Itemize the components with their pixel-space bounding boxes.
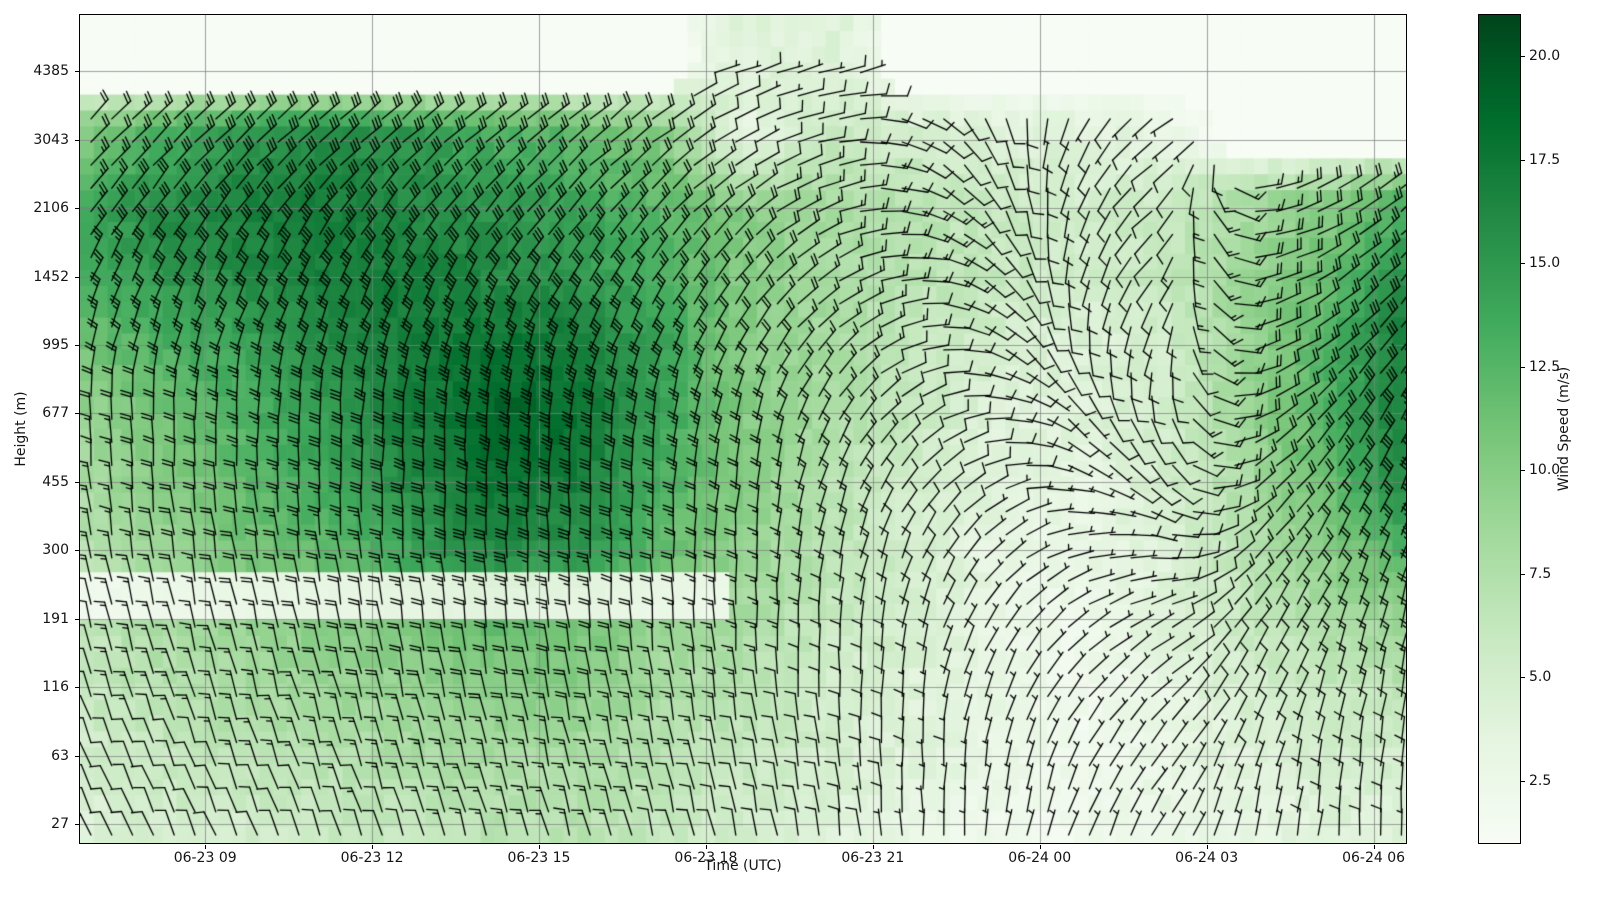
x-tick-mark xyxy=(872,845,874,849)
x-tick-mark xyxy=(1206,845,1208,849)
wind-speed-heatmap-and-barbs-canvas xyxy=(80,15,1406,843)
y-tick-mark xyxy=(75,208,79,210)
colorbar-tick-mark xyxy=(1521,573,1525,575)
colorbar-tick-label: 17.5 xyxy=(1529,151,1561,168)
x-tick-label: 06-23 21 xyxy=(841,850,905,866)
colorbar-tick-mark xyxy=(1521,366,1525,368)
colorbar-tick-label: 12.5 xyxy=(1529,358,1561,375)
colorbar xyxy=(1478,14,1521,844)
colorbar-tick-mark xyxy=(1521,677,1525,679)
colorbar-tick-label: 10.0 xyxy=(1529,462,1561,479)
y-tick-label: 455 xyxy=(42,473,69,490)
x-tick-mark xyxy=(705,845,707,849)
y-tick-mark xyxy=(75,139,79,141)
y-tick-mark xyxy=(75,824,79,825)
y-tick-label: 3043 xyxy=(33,131,69,148)
y-tick-mark xyxy=(75,687,79,689)
y-tick-label: 995 xyxy=(42,337,69,354)
y-tick-label: 300 xyxy=(42,542,69,559)
colorbar-tick-label: 15.0 xyxy=(1529,255,1561,272)
x-tick-label: 06-23 15 xyxy=(507,850,571,866)
x-tick-label: 06-24 06 xyxy=(1342,850,1406,866)
y-tick-mark xyxy=(75,481,79,483)
y-tick-label: 63 xyxy=(51,747,69,764)
y-axis-label: Height (m) xyxy=(13,391,29,467)
colorbar-tick-label: 7.5 xyxy=(1529,565,1552,582)
colorbar-tick-mark xyxy=(1521,56,1525,58)
x-tick-label: 06-23 18 xyxy=(674,850,738,866)
y-tick-mark xyxy=(75,618,79,620)
y-tick-label: 2106 xyxy=(33,200,69,217)
x-tick-label: 06-23 09 xyxy=(173,850,237,866)
y-tick-label: 677 xyxy=(42,405,69,422)
colorbar-tick-label: 2.5 xyxy=(1529,772,1552,789)
y-tick-mark xyxy=(75,413,79,415)
x-tick-mark xyxy=(539,845,540,849)
y-tick-mark xyxy=(75,345,79,347)
x-tick-mark xyxy=(372,845,374,849)
x-tick-mark xyxy=(1039,845,1041,849)
x-tick-mark xyxy=(205,845,207,849)
y-tick-label: 116 xyxy=(42,679,69,696)
colorbar-tick-label: 20.0 xyxy=(1529,48,1561,65)
y-tick-mark xyxy=(75,550,79,552)
y-tick-mark xyxy=(75,755,79,757)
y-tick-label: 27 xyxy=(51,816,69,832)
plot-area xyxy=(79,14,1407,844)
colorbar-tick-label: 5.0 xyxy=(1529,669,1552,686)
x-axis-label: Time (UTC) xyxy=(704,858,782,874)
x-tick-mark xyxy=(1373,845,1375,849)
x-tick-label: 06-24 03 xyxy=(1175,850,1239,866)
y-tick-mark xyxy=(75,71,79,73)
colorbar-tick-mark xyxy=(1521,780,1525,782)
x-tick-label: 06-23 12 xyxy=(340,850,404,866)
y-tick-mark xyxy=(75,276,79,278)
colorbar-tick-mark xyxy=(1521,159,1525,161)
x-tick-label: 06-24 00 xyxy=(1008,850,1072,866)
y-tick-label: 4385 xyxy=(33,63,69,80)
y-tick-label: 1452 xyxy=(33,268,69,285)
colorbar-tick-mark xyxy=(1521,470,1525,472)
colorbar-tick-mark xyxy=(1521,263,1525,265)
y-tick-label: 191 xyxy=(42,610,69,627)
